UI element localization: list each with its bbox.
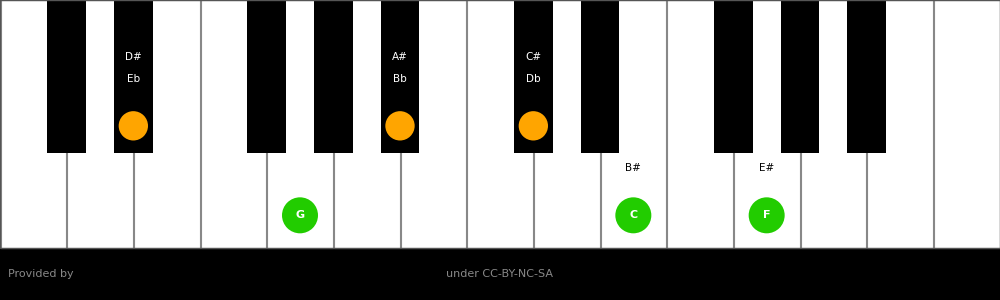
Circle shape (519, 111, 548, 140)
Bar (867, 0, 933, 248)
Text: F: F (763, 210, 770, 220)
Text: Eb: Eb (127, 74, 140, 84)
Text: C#: C# (525, 52, 541, 62)
Bar (247, 0, 286, 153)
Bar (0, 248, 1000, 300)
Text: B#: B# (625, 163, 641, 173)
Circle shape (615, 197, 651, 233)
Bar (267, 0, 333, 248)
Text: Bb: Bb (393, 74, 407, 84)
Bar (67, 0, 133, 248)
Bar (800, 0, 866, 248)
Text: A#: A# (392, 52, 408, 62)
Bar (714, 0, 753, 153)
Bar (734, 0, 800, 248)
Bar (581, 0, 619, 153)
Circle shape (385, 111, 415, 140)
Text: D#: D# (125, 52, 142, 62)
Circle shape (282, 197, 318, 233)
Bar (514, 0, 553, 153)
Bar (334, 0, 400, 248)
Bar (114, 0, 153, 153)
Bar (47, 0, 86, 153)
Bar (781, 0, 819, 153)
Bar (600, 0, 666, 248)
Circle shape (749, 197, 785, 233)
Bar (534, 0, 600, 248)
Text: E#: E# (759, 163, 774, 173)
Circle shape (119, 111, 148, 140)
Bar (847, 0, 886, 153)
Bar (134, 0, 200, 248)
Bar (0, 0, 1000, 248)
Bar (467, 0, 533, 248)
Bar (314, 0, 353, 153)
Bar (0, 0, 66, 248)
Text: C: C (629, 210, 637, 220)
Bar (381, 0, 419, 153)
Text: G: G (295, 210, 305, 220)
Bar (667, 0, 733, 248)
Bar (934, 0, 1000, 248)
Bar (400, 0, 466, 248)
Bar (200, 0, 266, 248)
Text: under CC-BY-NC-SA: under CC-BY-NC-SA (446, 269, 554, 279)
Text: Db: Db (526, 74, 541, 84)
Text: Provided by: Provided by (8, 269, 74, 279)
